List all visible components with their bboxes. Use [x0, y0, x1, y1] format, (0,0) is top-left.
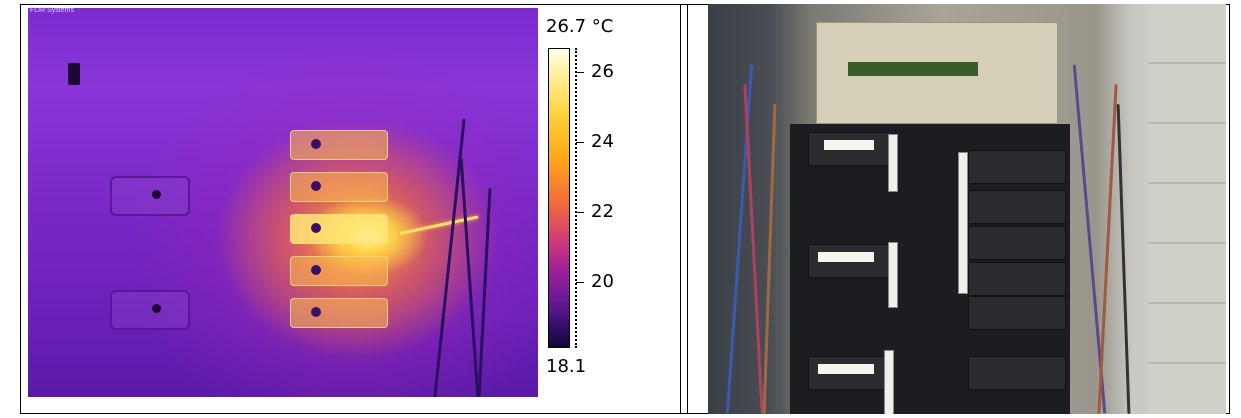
breaker	[968, 190, 1066, 224]
breaker-cool	[110, 176, 190, 216]
breaker-warm	[290, 256, 388, 286]
scale-tick-label: 22	[591, 200, 614, 222]
breaker	[968, 226, 1066, 260]
breaker-warm	[290, 172, 388, 202]
label-strip	[884, 350, 894, 414]
color-scale-bar	[548, 48, 570, 348]
label-strip	[958, 152, 968, 294]
breaker-hot	[290, 214, 388, 244]
wire	[1097, 84, 1118, 414]
cable	[68, 63, 80, 85]
scale-tick-label: 20	[591, 270, 614, 292]
label-tag	[818, 252, 874, 262]
breaker	[968, 262, 1066, 296]
wire	[1116, 104, 1131, 414]
breaker	[968, 356, 1066, 390]
brick-wall	[1148, 4, 1226, 414]
wire	[762, 104, 777, 414]
cable	[477, 188, 492, 397]
visible-photo	[708, 4, 1226, 414]
scale-tick	[576, 281, 584, 283]
wire	[725, 64, 754, 414]
scale-tick	[576, 72, 584, 74]
label-tag	[824, 140, 874, 150]
scale-max-label: 26.7 °C	[546, 16, 614, 37]
scale-axis	[575, 48, 578, 348]
brand-label: FLIR Systems	[30, 7, 74, 14]
breaker-warm	[290, 130, 388, 160]
scale-min-label: 18.1	[546, 356, 587, 377]
breaker	[968, 296, 1066, 330]
scale-tick	[576, 211, 584, 213]
label-strip	[888, 242, 898, 308]
breaker-cool	[110, 290, 190, 330]
terminal-strip	[848, 62, 978, 76]
cable	[459, 158, 480, 397]
breaker-warm	[290, 298, 388, 328]
wire	[743, 84, 764, 414]
label-strip	[888, 134, 898, 192]
divider	[687, 4, 688, 414]
thermal-image	[28, 8, 538, 397]
breaker	[968, 150, 1066, 184]
divider	[680, 4, 681, 414]
scale-tick-label: 26	[591, 61, 614, 83]
scale-tick	[576, 142, 584, 144]
label-tag	[818, 364, 874, 374]
scale-tick-label: 24	[591, 131, 614, 153]
